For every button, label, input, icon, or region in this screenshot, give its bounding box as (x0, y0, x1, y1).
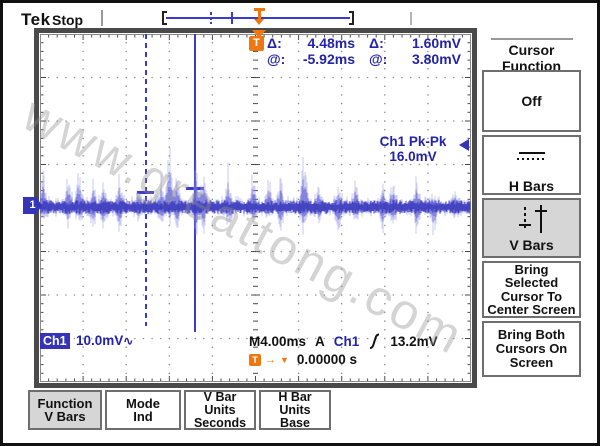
at-time-value: -5.92ms (302, 51, 355, 67)
trigger-mini-badge-icon: T (249, 353, 261, 366)
pkpk-measurement: Ch1 Pk-Pk 16.0mV (379, 134, 447, 164)
at-volt-label: @: (369, 51, 388, 67)
rising-edge-icon (370, 333, 380, 349)
tek-logo: Tek (21, 10, 51, 29)
cursor2-position-tick (231, 12, 233, 24)
cursor-1-amplitude-tick (137, 191, 154, 194)
delta-time-label: Δ: (267, 35, 282, 51)
trigger-position-readout: T → ▼ 0.00000 s (249, 352, 357, 367)
v-bars-icon (518, 204, 547, 233)
h-bars-icon (516, 137, 547, 175)
trigger-position-marker-icon[interactable] (253, 8, 266, 26)
acquisition-label: A (315, 334, 325, 349)
menu-title-rule (491, 38, 573, 40)
delta-volt-value: 1.60mV (411, 35, 461, 51)
trigger-readout: M4.00ms A Ch1 13.2mV (249, 333, 438, 350)
trigger-badge-icon: T (249, 36, 264, 51)
bring-selected-cursor-button[interactable]: Bring Selected Cursor To Center Screen (482, 261, 581, 318)
channel1-position-marker[interactable]: 1 (23, 197, 42, 214)
h-bars-button[interactable]: H Bars (482, 135, 581, 195)
trigger-level-value: 13.2mV (390, 334, 438, 349)
bracket-right-icon (349, 11, 354, 25)
timebase-value: M4.00ms (249, 334, 307, 349)
channel1-scale-readout: 10.0mV∿ (76, 333, 134, 348)
topbar-separator (410, 12, 412, 25)
bring-both-cursors-button[interactable]: Bring Both Cursors On Screen (482, 321, 581, 377)
topbar-separator (101, 10, 103, 26)
triangle-down-icon: ▼ (280, 354, 289, 365)
bracket-left-icon (162, 11, 167, 25)
ch1-waveform (40, 147, 471, 236)
vbar-units-seconds-button[interactable]: V Bar Units Seconds (184, 390, 256, 430)
trigger-source: Ch1 (333, 334, 360, 349)
function-vbars-button-selected[interactable]: Function V Bars (28, 390, 102, 430)
delta-time-value: 4.48ms (307, 35, 355, 51)
ac-coupling-icon: ∿ (123, 334, 134, 348)
acquisition-status: Stop (52, 12, 84, 28)
v-bars-button-selected[interactable]: V Bars (482, 198, 581, 258)
trigger-point-icon (252, 30, 266, 38)
at-time-label: @: (267, 51, 286, 67)
cursor-off-button[interactable]: Off (482, 70, 581, 132)
arrow-right-icon: → (265, 353, 276, 366)
channel1-badge: Ch1 (40, 333, 70, 349)
cursor1-position-tick (210, 12, 212, 24)
trigger-level-arrow-icon[interactable] (459, 139, 469, 151)
mode-ind-button[interactable]: Mode Ind (105, 390, 181, 430)
trigger-position-value: 0.00000 s (296, 352, 357, 367)
v-bar-cursor-1[interactable] (145, 34, 147, 326)
delta-volt-label: Δ: (369, 35, 384, 51)
hbar-units-base-button[interactable]: H Bar Units Base (259, 390, 331, 430)
at-volt-value: 3.80mV (411, 51, 461, 67)
